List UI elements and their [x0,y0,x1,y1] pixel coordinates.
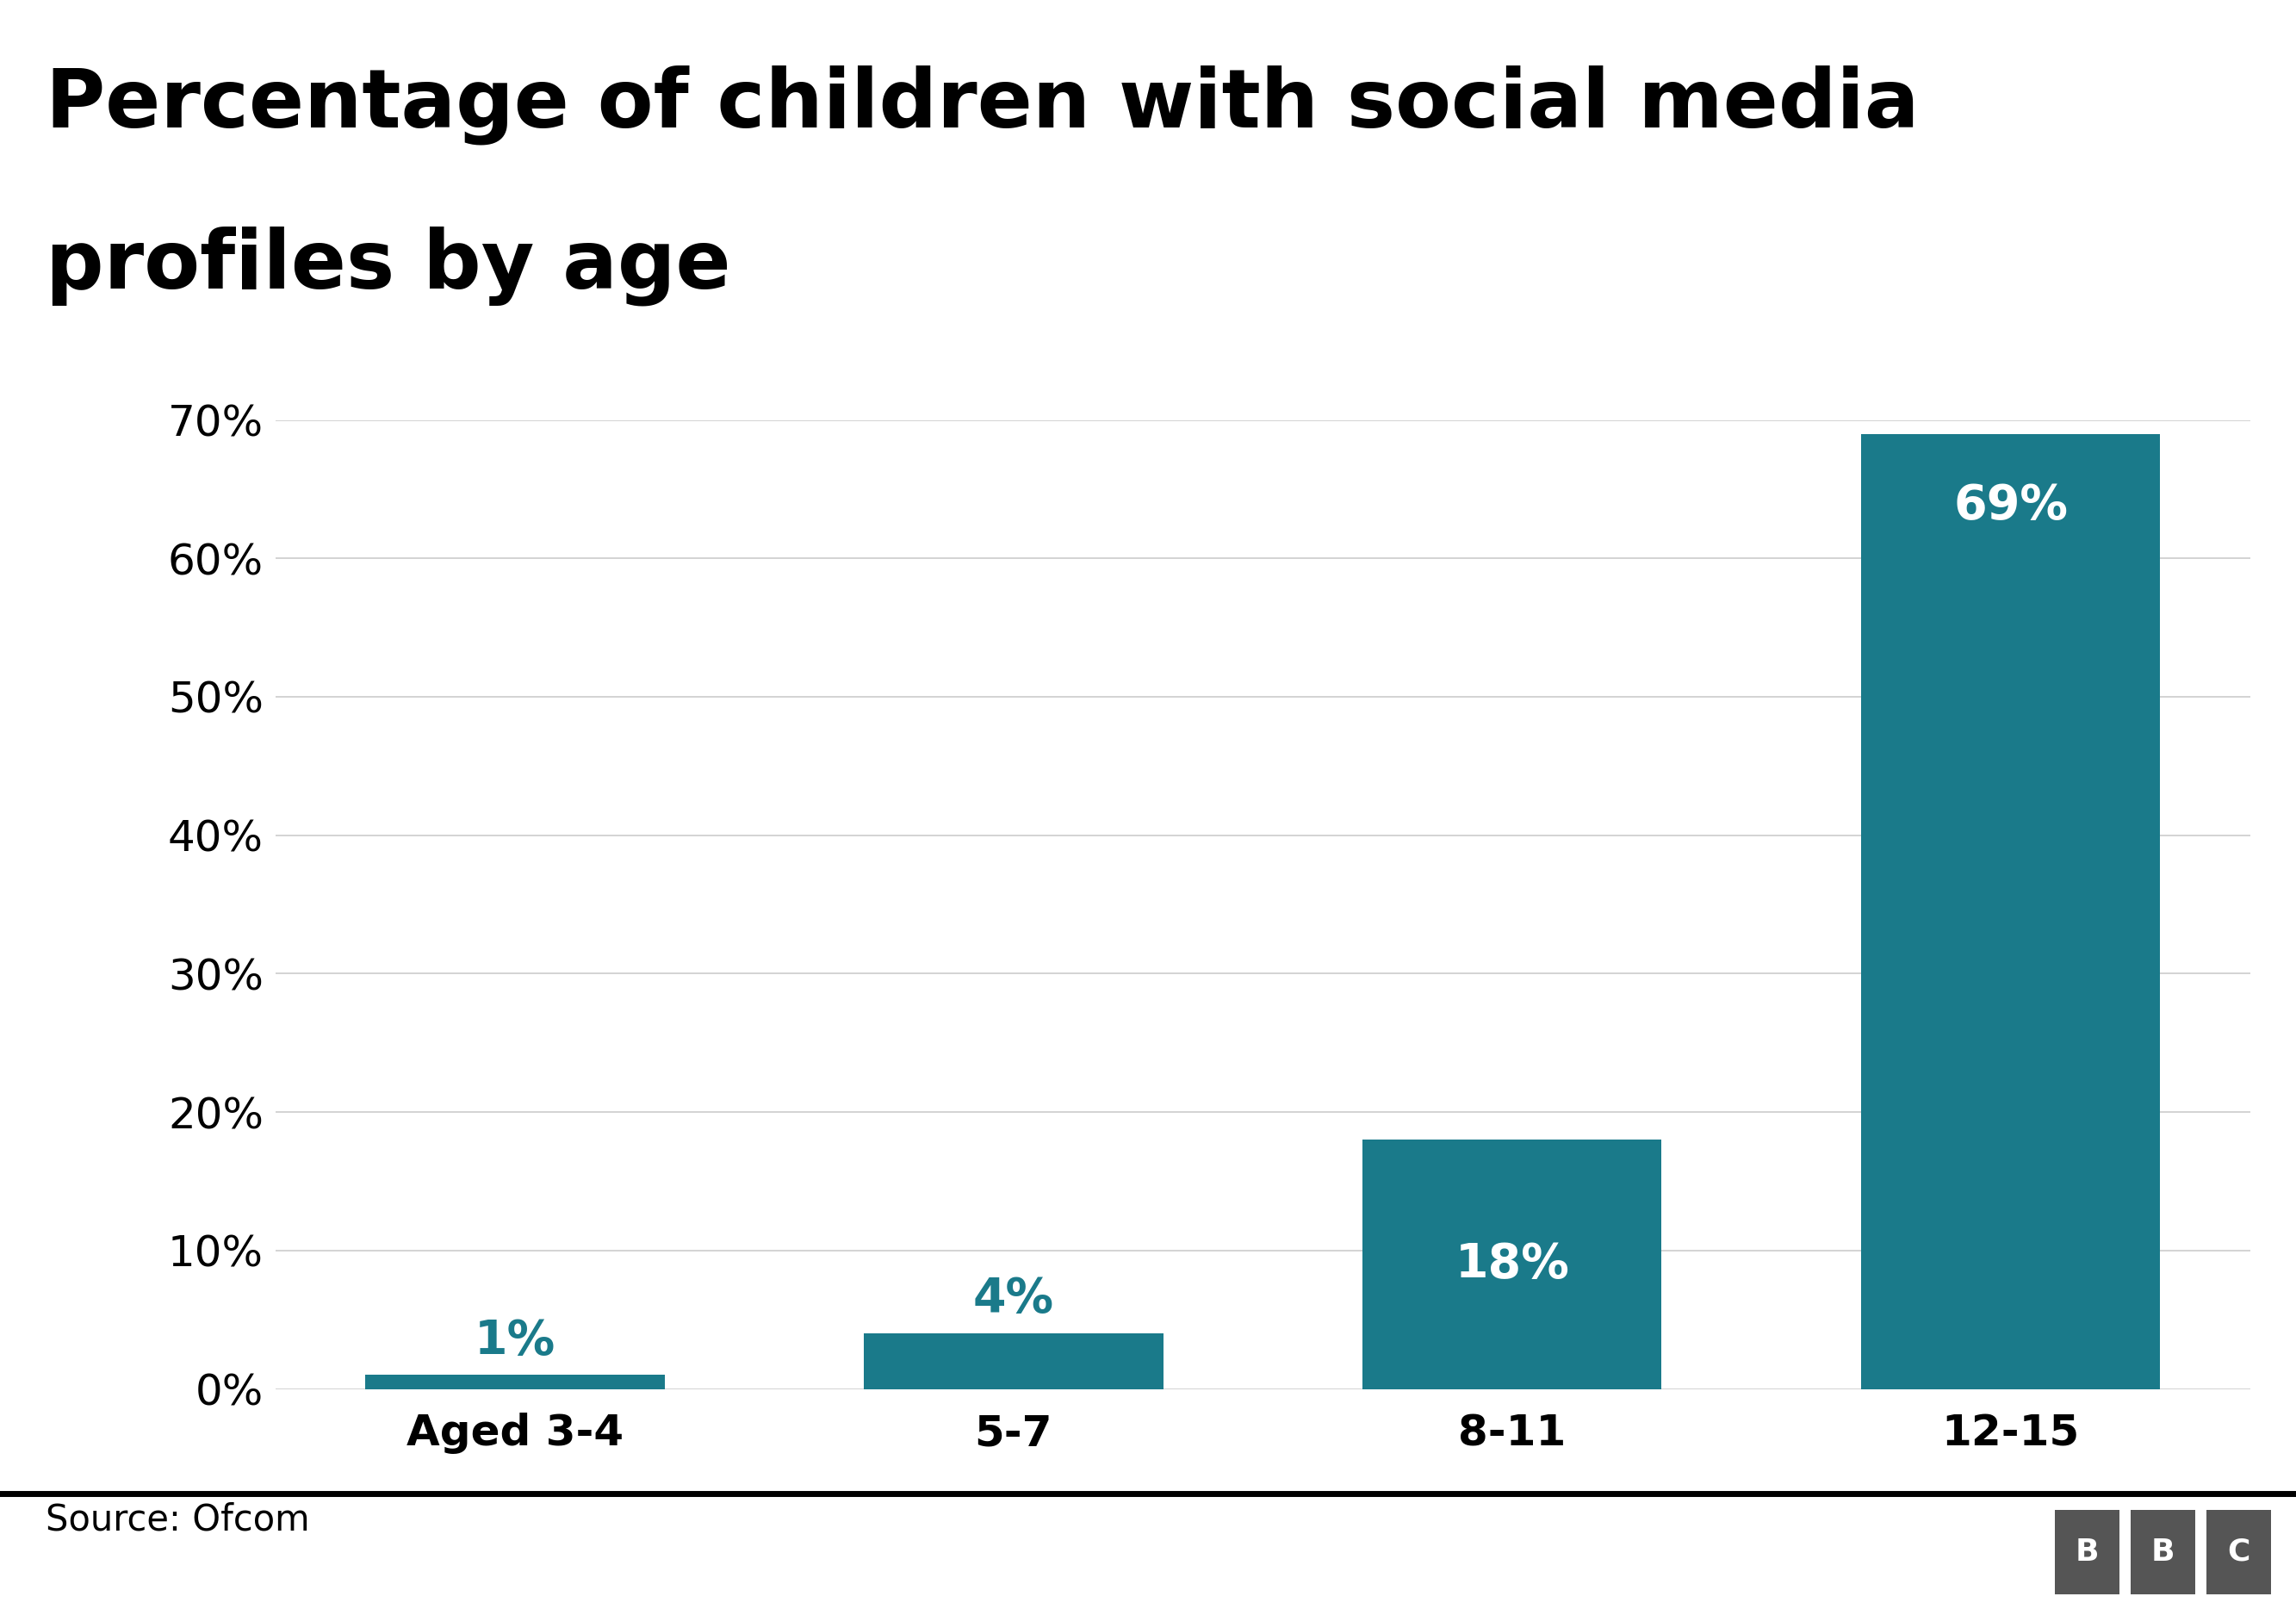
Text: Percentage of children with social media: Percentage of children with social media [46,65,1919,144]
Text: B: B [2151,1537,2174,1567]
Text: Source: Ofcom: Source: Ofcom [46,1502,310,1537]
Text: 18%: 18% [1456,1240,1570,1287]
Bar [1862,434,2161,1389]
Text: 4%: 4% [974,1276,1054,1323]
Text: C: C [2227,1537,2250,1567]
Text: 69%: 69% [1954,483,2069,528]
Text: profiles by age: profiles by age [46,226,730,305]
Text: B: B [2076,1537,2099,1567]
Text: 1%: 1% [475,1318,556,1365]
Bar [365,1374,664,1389]
Bar [1362,1140,1662,1389]
Bar [863,1334,1164,1389]
